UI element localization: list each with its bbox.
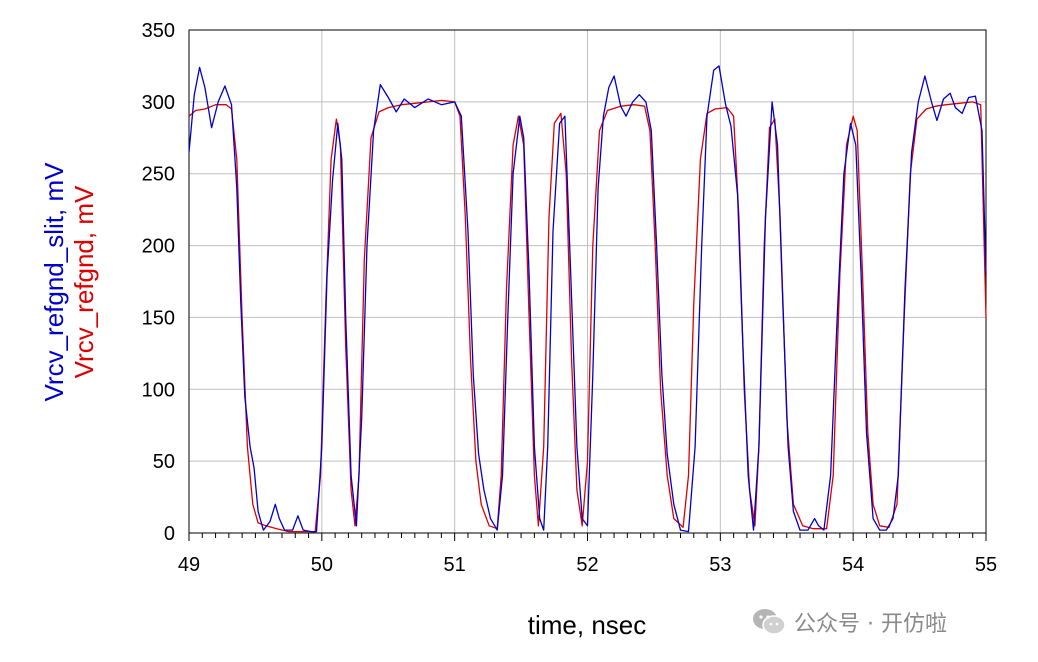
grid-lines <box>188 29 987 534</box>
y-axis-ticks: 0 50 100 150 200 250 300 350 <box>142 20 175 545</box>
x-tick-label: 51 <box>444 554 466 576</box>
y-tick-label: 250 <box>142 164 175 186</box>
y-tick-label: 300 <box>142 92 175 114</box>
x-tick-label: 50 <box>311 554 333 576</box>
x-tick-label: 55 <box>975 554 997 576</box>
watermark-text: 公众号 · 开仿啦 <box>794 612 947 637</box>
x-tick-label: 54 <box>842 554 864 576</box>
y-tick-label: 150 <box>142 307 175 329</box>
series-group <box>188 65 987 533</box>
y-axis-label-slit: Vrcv_refgnd_slit, mV <box>39 162 69 402</box>
y-tick-label: 0 <box>164 523 175 545</box>
series-line-refgnd <box>188 99 987 533</box>
x-axis-label: time, nsec <box>528 610 647 640</box>
y-tick-label: 50 <box>153 451 175 473</box>
series-line-slit <box>188 65 987 533</box>
x-tick-label: 52 <box>576 554 598 576</box>
wechat-icon <box>752 607 786 637</box>
x-axis-ticks: 49 50 51 52 53 54 55 <box>178 533 997 576</box>
y-tick-label: 350 <box>142 20 175 42</box>
y-tick-label: 200 <box>142 236 175 258</box>
watermark: 公众号 · 开仿啦 <box>752 604 1022 640</box>
x-tick-label: 53 <box>709 554 731 576</box>
y-axis-label-refgnd: Vrcv_refgnd, mV <box>69 185 99 378</box>
x-tick-label: 49 <box>178 554 200 576</box>
y-tick-label: 100 <box>142 379 175 401</box>
